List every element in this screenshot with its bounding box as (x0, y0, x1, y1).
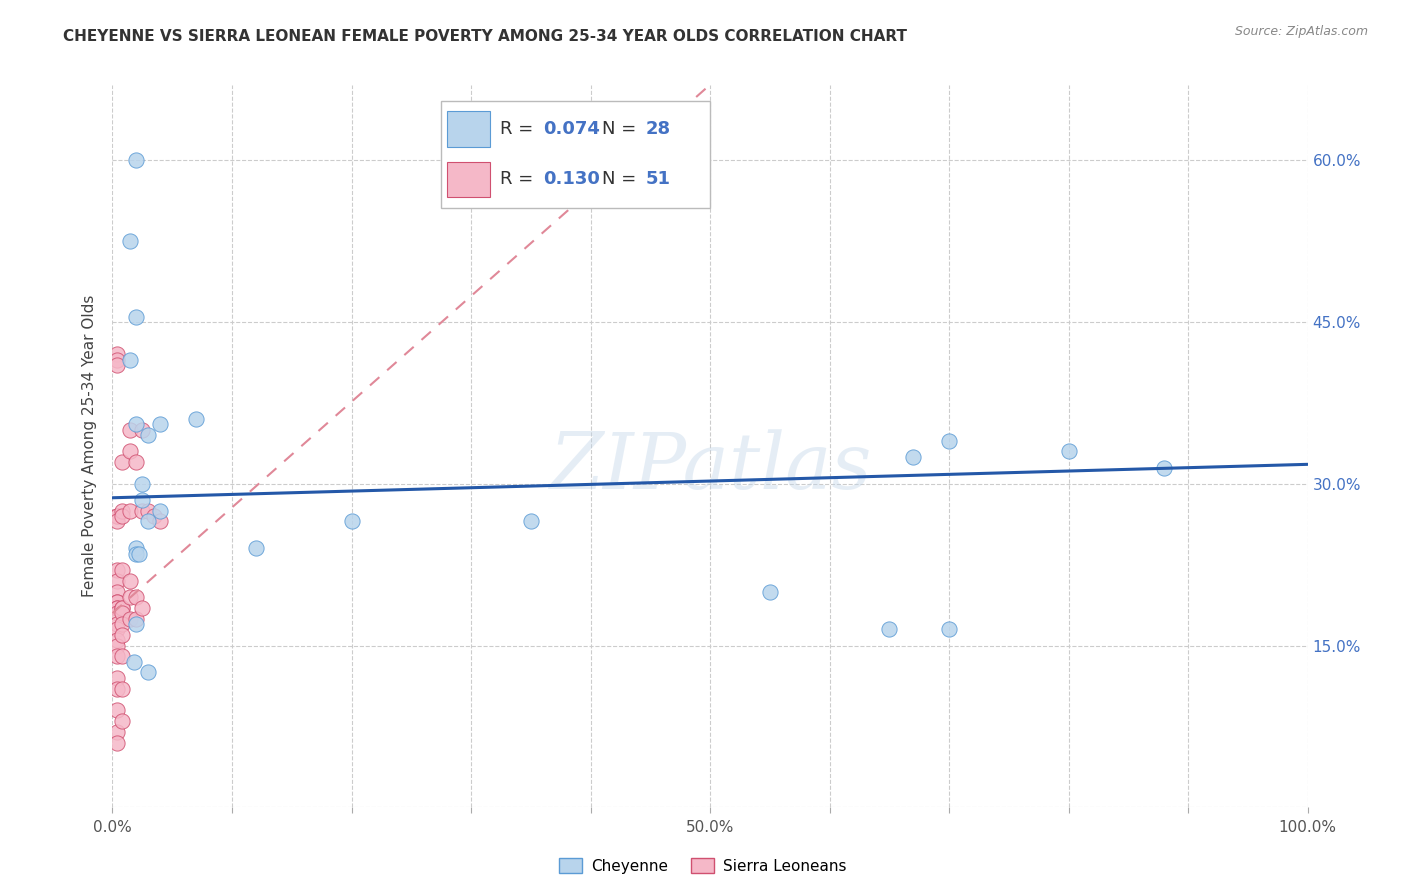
Point (105, 735, 128, 749)
Point (111, 509, 134, 524)
Point (105, 595, 128, 609)
Point (120, 234, 142, 248)
Point (105, 600, 128, 615)
Point (105, 724, 128, 739)
Point (125, 417, 148, 432)
Point (105, 574, 128, 588)
Point (1057, 444, 1080, 458)
Point (105, 358, 128, 372)
Point (111, 504, 134, 518)
Text: ZIPatlas: ZIPatlas (548, 430, 872, 506)
Point (879, 623, 901, 637)
Point (131, 504, 153, 518)
Point (105, 595, 128, 609)
Point (149, 515, 172, 529)
Y-axis label: Female Poverty Among 25-34 Year Olds: Female Poverty Among 25-34 Year Olds (82, 295, 97, 597)
Point (111, 714, 134, 728)
Point (105, 600, 128, 615)
Point (245, 541, 267, 556)
Point (131, 492, 153, 507)
Point (149, 417, 172, 432)
Point (111, 681, 134, 696)
Point (120, 611, 142, 625)
Point (1153, 460, 1175, 475)
Point (340, 515, 363, 529)
Point (105, 509, 128, 524)
Point (143, 509, 166, 524)
Text: Source: ZipAtlas.com: Source: ZipAtlas.com (1234, 25, 1368, 38)
Point (111, 563, 134, 577)
Point (105, 671, 128, 685)
Point (105, 681, 128, 696)
Point (122, 655, 145, 669)
Point (105, 623, 128, 637)
Point (125, 153, 148, 168)
Point (111, 616, 134, 631)
Point (105, 352, 128, 367)
Point (128, 547, 150, 561)
Point (105, 515, 128, 529)
Point (186, 412, 208, 426)
Point (131, 600, 153, 615)
Point (125, 590, 148, 604)
Point (111, 600, 134, 615)
Point (938, 434, 960, 448)
Point (125, 547, 148, 561)
Point (120, 590, 142, 604)
Point (120, 423, 142, 437)
Point (111, 628, 134, 642)
Point (111, 606, 134, 620)
Point (105, 649, 128, 664)
Point (903, 450, 925, 464)
Point (149, 504, 172, 518)
Point (105, 616, 128, 631)
Point (105, 703, 128, 717)
Point (105, 347, 128, 361)
Point (125, 455, 148, 469)
Point (125, 616, 148, 631)
Point (131, 423, 153, 437)
Point (105, 563, 128, 577)
Point (111, 649, 134, 664)
Point (938, 623, 960, 637)
Point (138, 515, 160, 529)
Point (131, 476, 153, 491)
Point (120, 504, 142, 518)
Point (759, 584, 782, 599)
Point (105, 584, 128, 599)
Legend: Cheyenne, Sierra Leoneans: Cheyenne, Sierra Leoneans (553, 852, 853, 880)
Point (105, 606, 128, 620)
Point (120, 574, 142, 588)
Text: CHEYENNE VS SIERRA LEONEAN FEMALE POVERTY AMONG 25-34 YEAR OLDS CORRELATION CHAR: CHEYENNE VS SIERRA LEONEAN FEMALE POVERT… (63, 29, 907, 45)
Point (105, 633, 128, 648)
Point (125, 611, 148, 625)
Point (120, 352, 142, 367)
Point (138, 665, 160, 680)
Point (520, 515, 543, 529)
Point (138, 504, 160, 518)
Point (125, 310, 148, 324)
Point (111, 600, 134, 615)
Point (120, 444, 142, 458)
Point (125, 541, 148, 556)
Point (111, 455, 134, 469)
Point (138, 428, 160, 442)
Point (105, 639, 128, 653)
Point (105, 509, 128, 524)
